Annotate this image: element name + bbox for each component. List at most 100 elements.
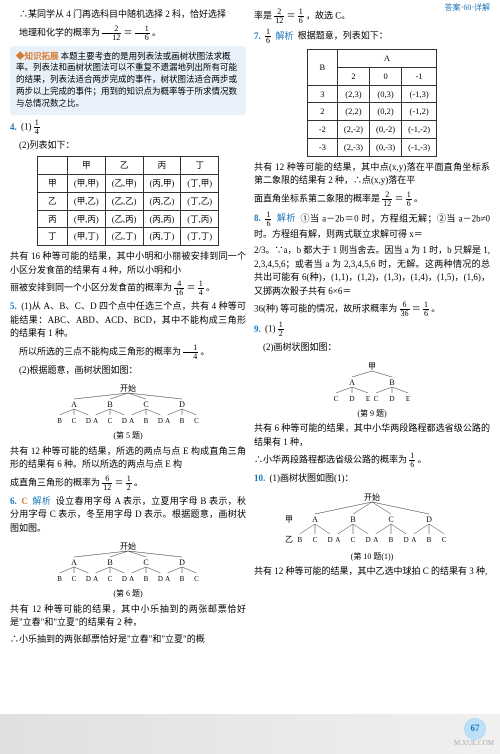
text: 。: [418, 455, 427, 465]
q7-text3: 面直角坐标系第二象限的概率是 212 ＝ 16 。: [254, 191, 490, 208]
qnum: 5.: [10, 301, 17, 311]
text: 36(种) 等可能的情况，故所求概率为: [254, 304, 397, 314]
text: ＝: [115, 477, 124, 487]
svg-text:D: D: [122, 575, 127, 583]
page-header: 答案·60·详解: [445, 2, 490, 14]
intro-line2: 地理和化学的概率为 212 ＝ 16 。: [10, 25, 246, 42]
text: ＝: [287, 11, 296, 21]
text: 面直角坐标系第二象限的概率是: [254, 193, 380, 203]
q5-text1: 共有 12 种等可能的结果，所选的两点与点 E 构成直角三角形的结果有 6 种。…: [10, 445, 246, 472]
explain-label: 解析: [276, 31, 294, 41]
text: (1)从 A、B、C、D 四个点中任选三个点，共有 4 种等可能结果：ABC、A…: [10, 301, 246, 338]
svg-text:D: D: [179, 400, 185, 409]
svg-text:C: C: [194, 417, 199, 425]
table-q7: BA20-13(2,3)(0,3)(-1,3)2(2,2)(0,2)(-1,2)…: [307, 49, 437, 157]
qnum: 4.: [10, 122, 17, 132]
fraction: 12: [278, 321, 284, 338]
svg-text:D: D: [158, 575, 163, 583]
svg-text:E: E: [366, 395, 370, 403]
q9b: (2)画树状图如图：: [254, 341, 490, 355]
box-title: ◆知识拓展: [16, 51, 59, 61]
svg-text:B: B: [389, 536, 394, 544]
svg-text:B: B: [180, 417, 185, 425]
q6-text2: 共有 12 种等可能的结果，其中小乐抽到的两张邮票恰好是"立春"和"立夏"的结果…: [10, 603, 246, 630]
svg-text:开始: 开始: [364, 492, 380, 502]
svg-text:D: D: [366, 536, 371, 544]
svg-text:B: B: [297, 536, 302, 544]
fraction: 16: [298, 8, 304, 25]
svg-text:B: B: [389, 378, 394, 387]
watermark: M.XUE.COM: [454, 738, 494, 749]
text: ，故选 C。: [306, 11, 350, 21]
text: 根据题意，列表如下：: [298, 31, 388, 41]
text: 。: [206, 283, 215, 293]
q4b: (2)列表如下：: [10, 139, 246, 153]
fraction: 16: [135, 25, 150, 42]
svg-text:D: D: [86, 417, 91, 425]
svg-text:D: D: [86, 575, 91, 583]
text: (1): [21, 122, 32, 132]
q7-text2: 共有 12 种等可能的结果，其中点(x,y)落在平面直角坐标系第二象限的结果有 …: [254, 161, 490, 188]
svg-text:B: B: [107, 400, 112, 409]
q8-mid: 2/3。∵a，b 都大于 1 则当舍去。因当 a 为 1 时，b 只解是 1,2…: [254, 244, 490, 298]
svg-text:D: D: [404, 536, 409, 544]
text: 丽被安排到同一个小区分发食苗的概率为: [10, 283, 172, 293]
svg-text:C: C: [72, 575, 77, 583]
qnum: 9.: [254, 324, 261, 334]
explain-label: 解析: [277, 213, 296, 223]
text: (1)画树状图如图(1)：: [270, 473, 354, 483]
text: 。: [414, 193, 423, 203]
svg-text:开始: 开始: [120, 383, 136, 393]
q8-end: 36(种) 等可能的情况，故所求概率为 636 ＝ 16 。: [254, 301, 490, 318]
svg-text:C: C: [334, 395, 339, 403]
fraction: 14: [198, 280, 204, 297]
svg-text:A: A: [71, 400, 77, 409]
q4-text2: 丽被安排到同一个小区分发食苗的概率为 416 ＝ 14 。: [10, 280, 246, 297]
q9-text2: ∴小华两段路程都选省级公路的概率为 16 。: [254, 452, 490, 469]
svg-text:A: A: [335, 536, 340, 544]
svg-text:A: A: [129, 575, 134, 583]
svg-text:C: C: [388, 515, 393, 524]
svg-text:A: A: [71, 558, 77, 567]
svg-text:B: B: [180, 575, 185, 583]
fraction: 12: [126, 475, 132, 492]
svg-text:A: A: [93, 575, 98, 583]
fraction: 14: [34, 119, 40, 136]
svg-text:C: C: [72, 417, 77, 425]
text: 成直角三角形的概率为: [10, 477, 100, 487]
text: 率是: [254, 11, 272, 21]
svg-text:A: A: [165, 575, 170, 583]
svg-text:C: C: [194, 575, 199, 583]
svg-text:E: E: [406, 395, 410, 403]
svg-text:A: A: [129, 417, 134, 425]
svg-text:C: C: [351, 536, 356, 544]
tree-q6: 开始ABCDBACDCABDDABC(第 6 题): [10, 539, 246, 599]
q5a2: 所以所选的三点不能构成三角形的概率为 14 。: [10, 344, 246, 361]
svg-text:B: B: [57, 417, 62, 425]
knowledge-box: ◆知识拓展 本题主要考查的是用列表法或画树状图法求概率。列表法和画树状图法可以不…: [10, 46, 246, 115]
svg-text:A: A: [349, 378, 355, 387]
svg-text:A: A: [93, 417, 98, 425]
svg-text:D: D: [179, 558, 185, 567]
table-q4: 甲乙丙丁甲(甲,甲)(乙,甲)(丙,甲)(丁,甲)乙(甲,乙)(乙,乙)(丙,乙…: [37, 156, 219, 246]
svg-text:B: B: [144, 575, 149, 583]
qnum: 8.: [254, 213, 261, 223]
tree-q5: 开始ABCDBACDCABDDABC(第 5 题): [10, 381, 246, 441]
q9: 9. (1) 12: [254, 321, 490, 338]
fraction: 612: [102, 475, 112, 492]
svg-text:B: B: [107, 558, 112, 567]
text: (1): [265, 324, 276, 334]
page-content: ∴某同学从 4 门再选科目中随机选择 2 科，恰好选择 地理和化学的概率为 21…: [0, 0, 500, 714]
text: 。: [152, 27, 161, 37]
qnum: 6.: [10, 496, 17, 506]
svg-text:C: C: [313, 536, 318, 544]
q5b: (2)根据题意，画树状图如图：: [10, 364, 246, 378]
q5-text2: 成直角三角形的概率为 612 ＝ 12 。: [10, 475, 246, 492]
fraction: 16: [423, 301, 429, 318]
svg-text:B: B: [144, 417, 149, 425]
svg-text:C: C: [143, 400, 148, 409]
text: ＝: [395, 193, 404, 203]
fraction: 16: [406, 191, 412, 208]
svg-text:D: D: [349, 395, 354, 403]
svg-text:C: C: [108, 575, 113, 583]
